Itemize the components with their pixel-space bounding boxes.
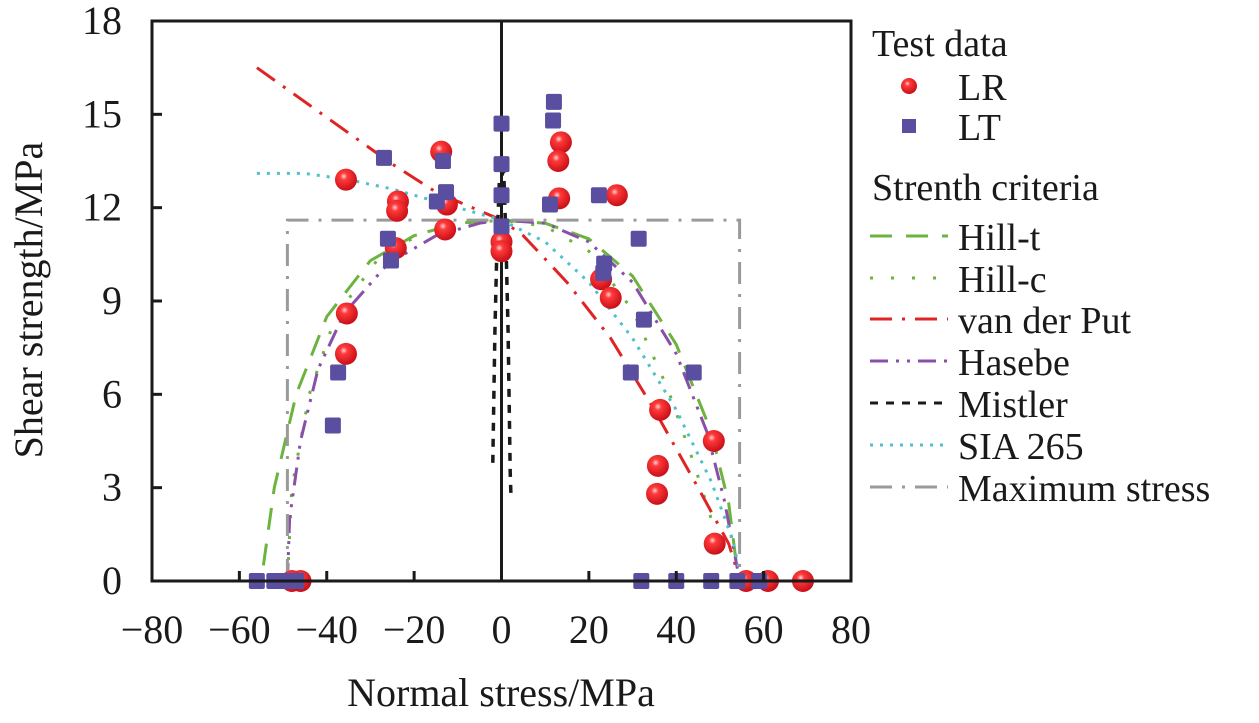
legend-entry-hill-t: Hill-t: [870, 217, 1041, 259]
legend-entry-hill-c: Hill-c: [870, 259, 1047, 301]
x-tick-label: −60: [208, 607, 271, 652]
point-lt: [590, 187, 607, 204]
point-lt: [428, 193, 445, 210]
legend-label: Hill-c: [958, 259, 1047, 301]
x-tick-label: 60: [744, 607, 784, 652]
legend-label: LT: [958, 107, 1001, 149]
point-lr: [703, 532, 726, 555]
curve-hill-c: [285, 218, 722, 581]
y-tick-label: 3: [102, 465, 122, 510]
y-ticks: 0 3 6 9 12 15 18: [82, 0, 162, 603]
point-lr: [649, 398, 672, 421]
point-lt: [493, 187, 510, 204]
legend-entry-sia-265: SIA 265: [870, 426, 1084, 468]
y-axis-title: Shear strength/MPa: [6, 141, 51, 458]
point-lt: [324, 417, 341, 434]
point-lr: [434, 218, 457, 241]
legend-label: LR: [958, 67, 1007, 109]
x-tick-label: −40: [295, 607, 358, 652]
legend-entry-van-der-put: van der Put: [870, 300, 1132, 342]
point-lt: [375, 149, 392, 166]
curve-van-der-put: [256, 66, 739, 573]
point-lr: [605, 184, 628, 207]
legend-entry-lt: LT: [902, 107, 1001, 149]
y-tick-label: 18: [82, 0, 122, 43]
x-tick-label: −20: [383, 607, 446, 652]
legend-group-test-data: Test data: [872, 23, 1008, 65]
y-tick-label: 15: [82, 91, 122, 136]
y-tick-label: 12: [82, 185, 122, 230]
point-lt: [379, 230, 396, 247]
point-lr: [334, 342, 357, 365]
point-lr: [490, 240, 513, 263]
point-lt: [493, 115, 510, 132]
point-lr: [549, 131, 572, 154]
point-lt: [545, 93, 562, 110]
curve-maximum-stress: [285, 218, 742, 581]
x-tick-label: 20: [569, 607, 609, 652]
legend-entry-maximum-stress: Maximum stress: [870, 468, 1210, 510]
legend-label: Maximum stress: [958, 468, 1210, 510]
x-tick-label: 0: [492, 607, 512, 652]
y-tick-label: 0: [102, 558, 122, 603]
x-tick-label: 80: [831, 607, 871, 652]
legend-entry-mistler: Mistler: [870, 384, 1068, 426]
y-tick-label: 6: [102, 371, 122, 416]
legend-entry-lr: LR: [901, 67, 1007, 109]
point-lt: [595, 265, 612, 281]
y-tick-label: 9: [102, 278, 122, 323]
point-lr: [646, 482, 669, 505]
point-lr: [702, 430, 725, 452]
point-lt: [545, 112, 562, 129]
legend-label: Hill-t: [958, 217, 1041, 259]
x-axis-title: Normal stress/MPa: [347, 670, 655, 715]
legend-square-marker: [902, 119, 916, 133]
legend-entry-hasebe: Hasebe: [870, 342, 1070, 384]
point-lt: [434, 153, 451, 169]
point-lr: [386, 199, 409, 222]
legend-label: Mistler: [958, 384, 1068, 426]
x-ticks: −80 −60 −40 −20 0 20 40 60 80: [121, 571, 871, 652]
criteria-curves: [256, 66, 742, 581]
point-lt: [622, 364, 639, 381]
point-lt: [382, 252, 399, 269]
legend-circle-marker: [901, 78, 917, 94]
x-tick-label: −80: [121, 607, 184, 652]
point-lt: [630, 230, 647, 247]
legend-label: Hasebe: [958, 342, 1070, 384]
x-tick-label: 40: [656, 607, 696, 652]
legend-group-strength-criteria: Strenth criteria: [872, 167, 1099, 209]
legend-label: SIA 265: [958, 426, 1084, 468]
point-lr: [334, 168, 357, 191]
point-lt: [541, 196, 558, 213]
point-lt: [635, 311, 652, 328]
point-lr: [547, 150, 570, 172]
data-markers: [248, 93, 814, 592]
point-lr: [646, 454, 669, 477]
point-lt: [493, 156, 510, 173]
point-lt: [330, 364, 347, 381]
point-lt: [493, 218, 510, 235]
point-lt: [685, 364, 702, 381]
point-lr: [599, 286, 622, 309]
legend-label: van der Put: [958, 300, 1132, 342]
point-lr: [335, 302, 358, 325]
